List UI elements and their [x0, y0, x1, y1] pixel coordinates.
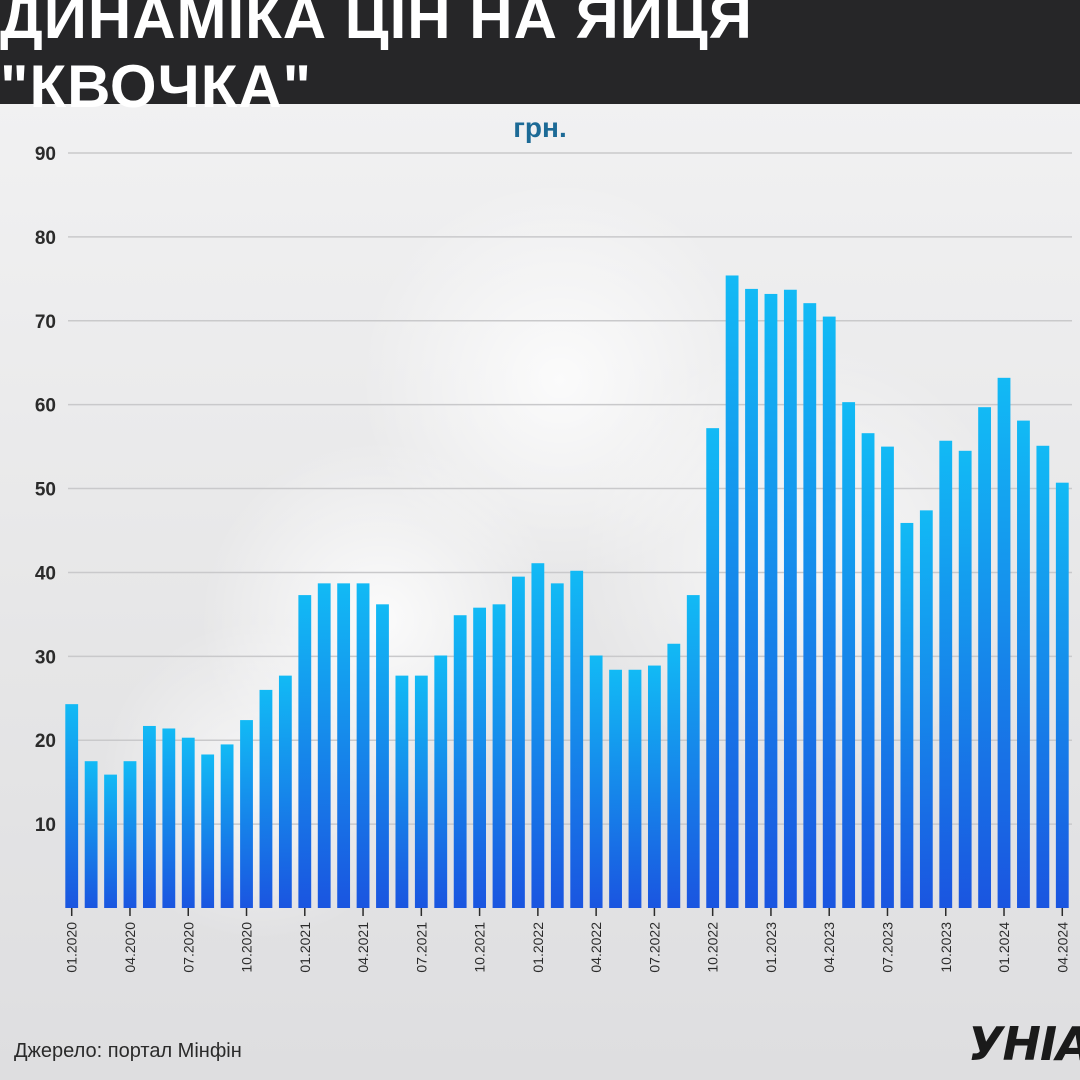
- y-tick-label: 80: [35, 228, 56, 249]
- x-tick-label: 07.2023: [879, 922, 895, 973]
- bar-04.2021: [356, 583, 370, 908]
- bar-11.2020: [259, 689, 273, 908]
- bar-11.2022: [725, 275, 739, 908]
- bar-09.2022: [686, 595, 700, 908]
- bar-07.2022: [647, 665, 661, 908]
- bar-04.2022: [589, 655, 603, 908]
- bar-03.2023: [803, 303, 817, 908]
- bar-05.2020: [142, 725, 156, 908]
- bar-10.2022: [706, 428, 720, 908]
- x-tick-label: 07.2020: [180, 922, 196, 973]
- bar-07.2020: [181, 737, 195, 908]
- bar-07.2021: [414, 675, 428, 908]
- bar-12.2023: [978, 407, 992, 908]
- bar-12.2020: [278, 675, 292, 908]
- y-tick-label: 40: [35, 563, 56, 584]
- page-title: ДИНАМІКА ЦІН НА ЯЙЦЯ "КВОЧКА": [0, 0, 753, 120]
- bar-04.2023: [822, 316, 836, 908]
- bar-09.2020: [220, 744, 234, 908]
- bar-11.2021: [492, 604, 506, 908]
- x-tick-label: 10.2023: [938, 922, 954, 973]
- bar-10.2020: [240, 720, 253, 908]
- x-tick-label: 01.2023: [763, 922, 779, 973]
- x-tick-label: 01.2022: [530, 922, 546, 973]
- bar-06.2021: [395, 675, 409, 908]
- bar-05.2022: [609, 669, 622, 908]
- bar-02.2021: [317, 583, 331, 908]
- x-tick-label: 04.2020: [122, 922, 138, 973]
- bar-12.2022: [745, 288, 758, 908]
- bar-03.2024: [1036, 445, 1050, 908]
- bar-02.2024: [1017, 420, 1030, 908]
- bar-10.2021: [473, 607, 487, 908]
- bar-01.2024: [997, 377, 1011, 908]
- bar-11.2023: [958, 450, 972, 908]
- bar-09.2021: [453, 615, 467, 908]
- y-tick-label: 70: [35, 312, 56, 333]
- bar-05.2021: [376, 604, 389, 908]
- bar-05.2023: [842, 402, 856, 908]
- x-tick-label: 07.2022: [646, 922, 662, 973]
- bar-01.2021: [298, 595, 312, 908]
- bar-08.2020: [201, 754, 215, 908]
- y-tick-label: 30: [35, 647, 56, 668]
- x-tick-label: 01.2020: [64, 922, 80, 973]
- unian-logo: УНІАН: [968, 1017, 1080, 1071]
- bar-01.2020: [65, 704, 79, 908]
- x-tick-label: 04.2024: [1054, 922, 1070, 973]
- x-tick-label: 04.2022: [588, 922, 604, 973]
- bar-06.2022: [628, 669, 642, 908]
- x-tick-label: 10.2022: [705, 922, 721, 973]
- bar-06.2020: [162, 728, 176, 908]
- bar-04.2020: [123, 761, 137, 908]
- y-tick-label: 20: [35, 731, 56, 752]
- bar-02.2022: [550, 583, 564, 908]
- bar-06.2023: [861, 433, 875, 908]
- y-axis-unit-label: грн.: [513, 112, 567, 143]
- bar-07.2023: [881, 446, 894, 908]
- x-tick-label: 10.2021: [472, 922, 488, 973]
- header-bar: ДИНАМІКА ЦІН НА ЯЙЦЯ "КВОЧКА": [0, 0, 1080, 120]
- bar-03.2022: [570, 570, 584, 908]
- x-tick-label: 10.2020: [239, 922, 255, 973]
- bar-02.2020: [84, 761, 98, 908]
- x-tick-label: 04.2023: [821, 922, 837, 973]
- bar-01.2022: [531, 563, 545, 908]
- bar-03.2020: [104, 774, 117, 908]
- y-tick-label: 60: [35, 396, 56, 417]
- x-tick-label: 07.2021: [413, 922, 429, 973]
- bar-12.2021: [512, 576, 525, 908]
- y-tick-label: 50: [35, 480, 56, 501]
- bar-08.2022: [667, 643, 681, 908]
- bar-09.2023: [919, 510, 933, 908]
- bar-10.2023: [939, 440, 953, 908]
- y-tick-label: 10: [35, 815, 56, 836]
- source-note: Джерело: портал Мінфін: [14, 1040, 242, 1062]
- x-tick-label: 01.2024: [996, 922, 1012, 973]
- bar-03.2021: [337, 583, 351, 908]
- bar-04.2024: [1055, 482, 1069, 908]
- y-tick-label: 90: [35, 144, 56, 165]
- bar-08.2023: [900, 522, 914, 908]
- bar-01.2023: [764, 293, 778, 908]
- bar-02.2023: [783, 289, 797, 908]
- x-tick-label: 04.2021: [355, 922, 371, 973]
- bar-08.2021: [434, 655, 448, 908]
- x-tick-label: 01.2021: [297, 922, 313, 973]
